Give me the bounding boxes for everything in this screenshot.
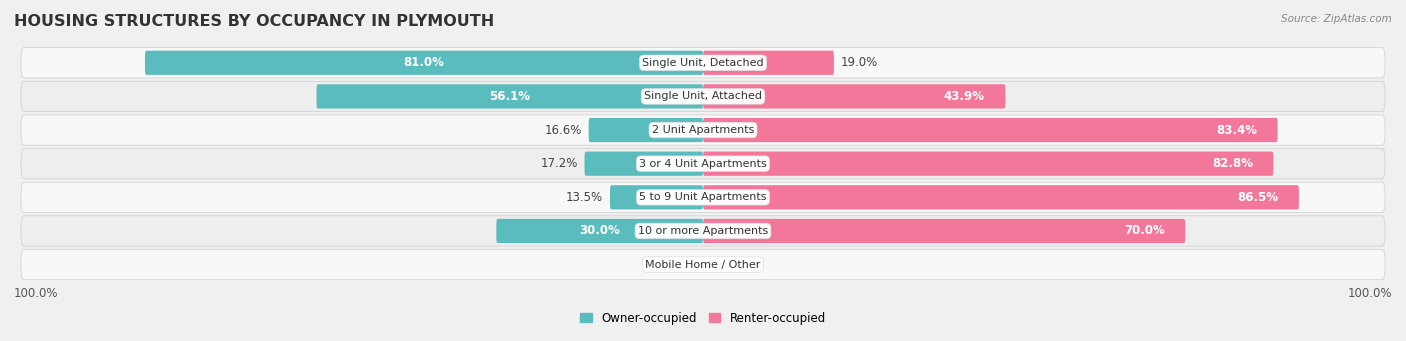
Text: 10 or more Apartments: 10 or more Apartments: [638, 226, 768, 236]
Text: 13.5%: 13.5%: [567, 191, 603, 204]
FancyBboxPatch shape: [610, 185, 703, 209]
FancyBboxPatch shape: [21, 115, 1385, 145]
FancyBboxPatch shape: [703, 51, 834, 75]
Text: 30.0%: 30.0%: [579, 224, 620, 237]
Text: 56.1%: 56.1%: [489, 90, 530, 103]
FancyBboxPatch shape: [21, 182, 1385, 212]
FancyBboxPatch shape: [703, 118, 1278, 142]
Text: Single Unit, Detached: Single Unit, Detached: [643, 58, 763, 68]
FancyBboxPatch shape: [21, 48, 1385, 78]
FancyBboxPatch shape: [145, 51, 703, 75]
Text: 81.0%: 81.0%: [404, 56, 444, 69]
Text: 100.0%: 100.0%: [1347, 287, 1392, 300]
FancyBboxPatch shape: [496, 219, 703, 243]
Text: HOUSING STRUCTURES BY OCCUPANCY IN PLYMOUTH: HOUSING STRUCTURES BY OCCUPANCY IN PLYMO…: [14, 14, 495, 29]
Text: 2 Unit Apartments: 2 Unit Apartments: [652, 125, 754, 135]
Text: 83.4%: 83.4%: [1216, 123, 1257, 136]
Text: Source: ZipAtlas.com: Source: ZipAtlas.com: [1281, 14, 1392, 24]
FancyBboxPatch shape: [316, 84, 703, 108]
Text: 19.0%: 19.0%: [841, 56, 877, 69]
Text: 43.9%: 43.9%: [943, 90, 984, 103]
FancyBboxPatch shape: [703, 219, 1185, 243]
Text: 3 or 4 Unit Apartments: 3 or 4 Unit Apartments: [640, 159, 766, 169]
FancyBboxPatch shape: [703, 151, 1274, 176]
Text: 70.0%: 70.0%: [1123, 224, 1164, 237]
Legend: Owner-occupied, Renter-occupied: Owner-occupied, Renter-occupied: [579, 312, 827, 325]
Text: 0.0%: 0.0%: [664, 258, 693, 271]
Text: 100.0%: 100.0%: [14, 287, 59, 300]
Text: 82.8%: 82.8%: [1212, 157, 1253, 170]
FancyBboxPatch shape: [21, 149, 1385, 179]
Text: 86.5%: 86.5%: [1237, 191, 1278, 204]
FancyBboxPatch shape: [585, 151, 703, 176]
FancyBboxPatch shape: [21, 250, 1385, 280]
FancyBboxPatch shape: [589, 118, 703, 142]
Text: 16.6%: 16.6%: [544, 123, 582, 136]
Text: 17.2%: 17.2%: [540, 157, 578, 170]
Text: 0.0%: 0.0%: [713, 258, 742, 271]
FancyBboxPatch shape: [21, 216, 1385, 246]
FancyBboxPatch shape: [703, 84, 1005, 108]
FancyBboxPatch shape: [21, 81, 1385, 112]
Text: 5 to 9 Unit Apartments: 5 to 9 Unit Apartments: [640, 192, 766, 202]
Text: Single Unit, Attached: Single Unit, Attached: [644, 91, 762, 101]
Text: Mobile Home / Other: Mobile Home / Other: [645, 260, 761, 270]
FancyBboxPatch shape: [703, 185, 1299, 209]
